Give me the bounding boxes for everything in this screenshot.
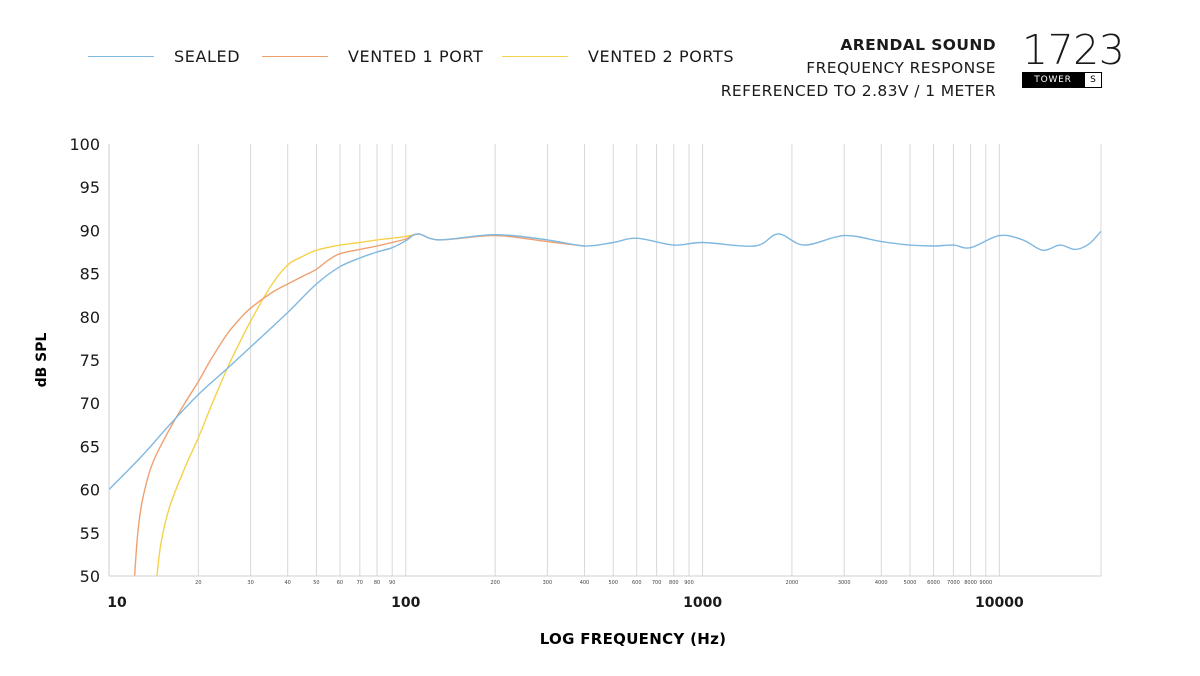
x-minor-tick-label-20: 20 (195, 580, 201, 586)
x-minor-tick-label-900: 900 (684, 580, 694, 586)
legend-label-vented-2-ports: VENTED 2 PORTS (588, 47, 735, 66)
grid (197, 144, 1102, 576)
y-tick-label-55: 55 (80, 524, 100, 543)
x-major-tick-label-1000: 1000 (683, 595, 722, 611)
series-line-vented-2-ports (156, 233, 419, 577)
x-minor-tick-label-300: 300 (543, 580, 553, 586)
x-minor-tick-label-400: 400 (580, 580, 590, 586)
y-tick-label-50: 50 (80, 567, 100, 586)
x-minor-tick-label-90: 90 (389, 580, 395, 586)
x-minor-tick-label-200: 200 (490, 580, 500, 586)
x-axis-label: LOG FREQUENCY (Hz) (540, 630, 727, 648)
model-badge: TOWER S (1022, 72, 1102, 88)
x-minor-tick-label-40: 40 (284, 580, 290, 586)
x-minor-tick-label-9000: 9000 (979, 580, 992, 586)
series-lines (108, 230, 1102, 577)
y-tick-label-75: 75 (80, 351, 100, 370)
x-minor-tick-label-60: 60 (337, 580, 343, 586)
y-tick-label-100: 100 (69, 135, 100, 154)
brand-block: ARENDAL SOUND FREQUENCY RESPONSE REFEREN… (721, 34, 996, 103)
x-minor-tick-label-6000: 6000 (927, 580, 940, 586)
reference-note: REFERENCED TO 2.83V / 1 METER (720, 82, 996, 100)
y-tick-label-80: 80 (80, 308, 100, 327)
x-minor-tick-label-2000: 2000 (786, 580, 799, 586)
axes: 100 95 90 85 80 75 70 65 60 55 50 20 30 40 50 60 70 80 90 2… (69, 135, 1101, 611)
model-badge-type: TOWER (1022, 72, 1084, 88)
series-line-sealed (108, 230, 1102, 491)
legend-swatch-vented-1-port (262, 56, 328, 57)
y-tick-label-70: 70 (80, 394, 100, 413)
brand-name: ARENDAL SOUND (840, 36, 996, 54)
x-minor-tick-label-600: 600 (632, 580, 642, 586)
y-tick-label-90: 90 (80, 221, 100, 240)
chart-subtitle: FREQUENCY RESPONSE (806, 59, 996, 77)
x-minor-tick-label-80: 80 (374, 580, 380, 586)
y-tick-label-95: 95 (80, 178, 100, 197)
legend-label-sealed: SEALED (174, 47, 241, 66)
x-minor-tick-label-3000: 3000 (838, 580, 851, 586)
x-major-tick-label-100: 100 (391, 595, 420, 611)
x-major-tick-label-10: 10 (107, 595, 127, 611)
x-minor-tick-label-70: 70 (357, 580, 363, 586)
x-minor-tick-label-50: 50 (313, 580, 319, 586)
x-minor-tick-label-7000: 7000 (947, 580, 960, 586)
x-minor-tick-label-700: 700 (652, 580, 662, 586)
legend-swatch-sealed (88, 56, 154, 57)
legend-label-vented-1-port: VENTED 1 PORT (348, 47, 484, 66)
y-tick-label-65: 65 (80, 437, 100, 456)
model-badge-variant: S (1084, 72, 1102, 88)
y-axis-label: dB SPL (34, 333, 50, 388)
x-minor-tick-label-500: 500 (608, 580, 618, 586)
x-minor-tick-label-800: 800 (669, 580, 679, 586)
y-tick-label-85: 85 (80, 265, 100, 284)
x-minor-tick-label-8000: 8000 (964, 580, 977, 586)
y-tick-label-60: 60 (80, 481, 100, 500)
x-minor-tick-label-30: 30 (247, 580, 253, 586)
x-minor-tick-label-4000: 4000 (875, 580, 888, 586)
x-minor-tick-label-5000: 5000 (904, 580, 917, 586)
x-major-tick-label-10000: 10000 (975, 595, 1024, 611)
legend-swatch-vented-2-ports (502, 56, 568, 57)
